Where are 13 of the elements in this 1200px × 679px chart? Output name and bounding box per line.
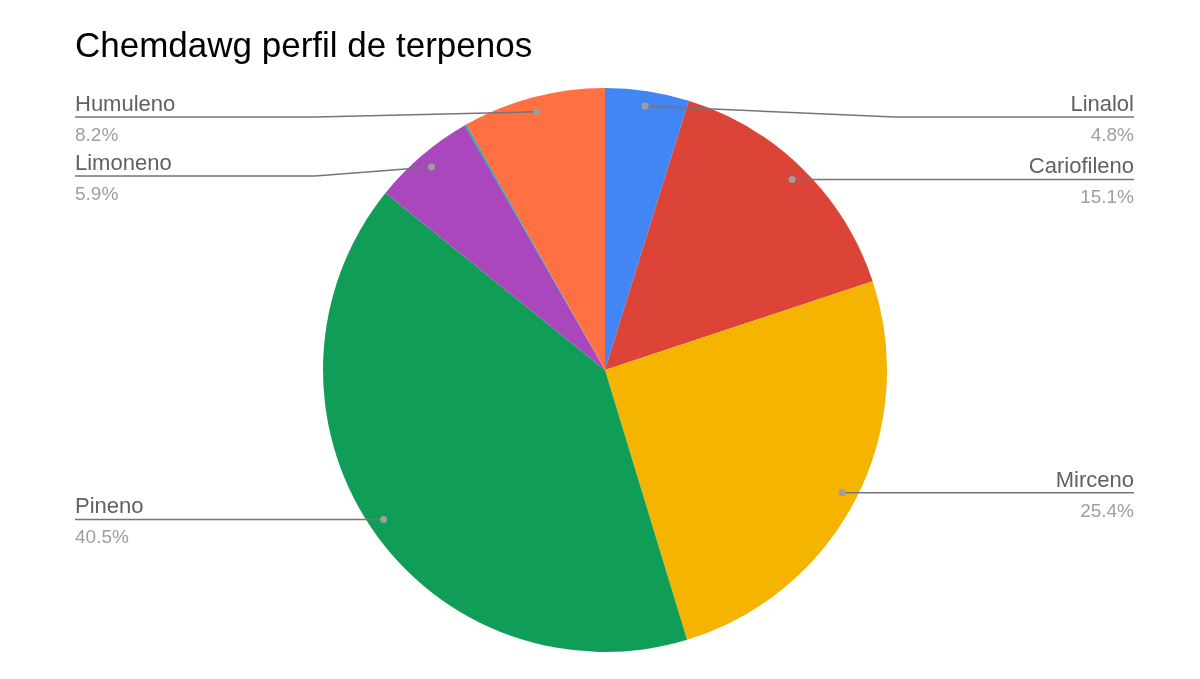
chart-title: Chemdawg perfil de terpenos (75, 24, 533, 66)
slice-label: Pineno (75, 493, 144, 519)
data-label: 40.5% (75, 526, 129, 548)
data-label: 25.4% (1080, 499, 1135, 521)
data-label: 5.9% (75, 183, 119, 204)
data-label: 8.2% (75, 124, 119, 145)
slice-label: Humuleno (75, 91, 176, 116)
data-label: 15.1% (1080, 186, 1135, 208)
slice-label: Cariofileno (1028, 153, 1134, 179)
slice-label: Limoneno (75, 150, 172, 175)
data-label: 4.8% (1090, 124, 1135, 145)
slice-label: Linalol (1070, 91, 1134, 116)
slice-label: Mirceno (1055, 466, 1134, 492)
